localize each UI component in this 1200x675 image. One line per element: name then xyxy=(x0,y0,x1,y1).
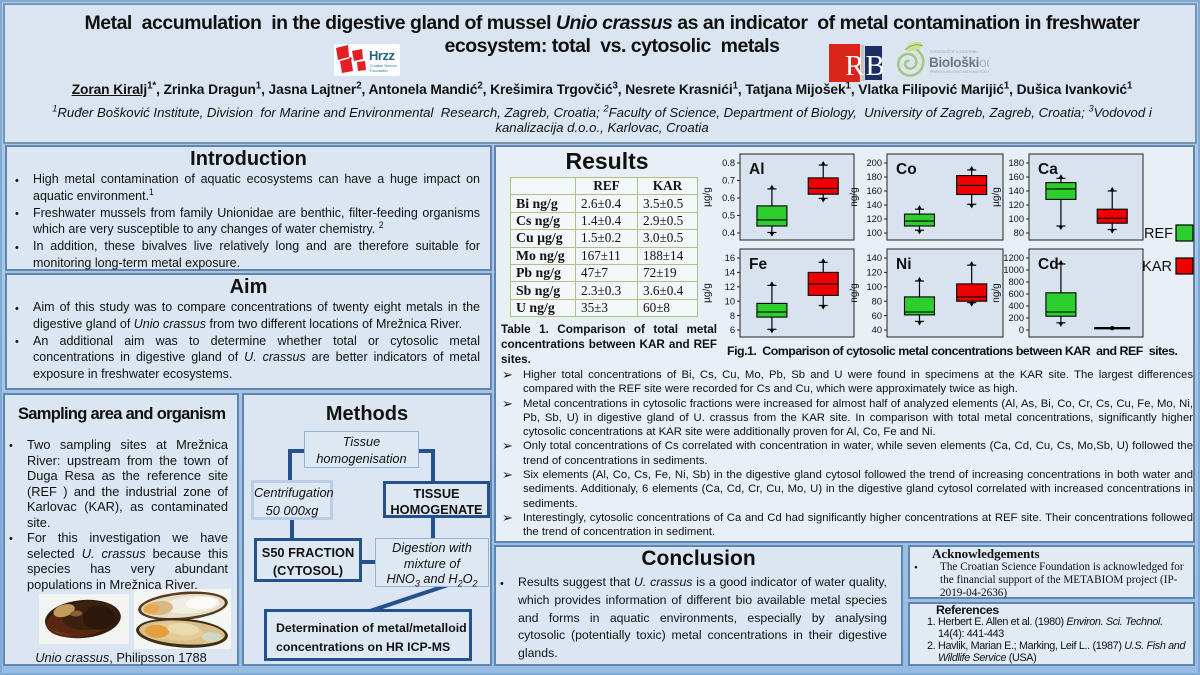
svg-text:120: 120 xyxy=(1008,200,1024,210)
svg-text:10: 10 xyxy=(725,296,735,306)
svg-text:100: 100 xyxy=(866,228,882,238)
svg-text:0.6: 0.6 xyxy=(722,193,735,203)
svg-text:R: R xyxy=(845,50,865,82)
svg-text:B: B xyxy=(866,50,884,82)
svg-text:0.8: 0.8 xyxy=(722,158,735,168)
svg-text:Foundation: Foundation xyxy=(370,69,388,73)
svg-text:µg/g: µg/g xyxy=(991,187,1002,207)
svg-text:0.7: 0.7 xyxy=(722,176,735,186)
svg-text:160: 160 xyxy=(1008,172,1024,182)
svg-text:400: 400 xyxy=(1008,301,1024,311)
svg-text:80: 80 xyxy=(1014,228,1024,238)
svg-text:KAR: KAR xyxy=(1142,259,1172,275)
svg-text:Cd: Cd xyxy=(1038,256,1059,273)
svg-text:120: 120 xyxy=(866,268,882,278)
svg-text:SVEUČILIŠTE U ZAGREBU: SVEUČILIŠTE U ZAGREBU xyxy=(930,49,978,54)
svg-text:12: 12 xyxy=(725,282,735,292)
svg-text:Al: Al xyxy=(749,161,765,178)
svg-text:Co: Co xyxy=(896,161,917,178)
svg-text:REF: REF xyxy=(1144,226,1173,242)
svg-text:180: 180 xyxy=(1008,158,1024,168)
svg-text:800: 800 xyxy=(1008,277,1024,287)
svg-text:6: 6 xyxy=(730,325,735,335)
svg-text:ng/g: ng/g xyxy=(849,283,860,302)
svg-text:160: 160 xyxy=(866,186,882,196)
svg-text:0.5: 0.5 xyxy=(722,211,735,221)
svg-text:80: 80 xyxy=(872,296,882,306)
svg-text:14: 14 xyxy=(725,268,735,278)
svg-text:140: 140 xyxy=(866,253,882,263)
svg-text:Biološkiodsjek: Biološkiodsjek xyxy=(929,55,989,70)
svg-text:Hrzz: Hrzz xyxy=(369,48,395,63)
svg-text:600: 600 xyxy=(1008,289,1024,299)
svg-text:40: 40 xyxy=(872,325,882,335)
svg-text:Croatian Science: Croatian Science xyxy=(370,64,397,68)
svg-text:200: 200 xyxy=(866,158,882,168)
svg-text:Ca: Ca xyxy=(1038,161,1058,178)
svg-text:60: 60 xyxy=(872,311,882,321)
svg-text:ng/g: ng/g xyxy=(849,187,860,206)
svg-text:PRIRODOSLOVNO-MATEMATIČKI FAKU: PRIRODOSLOVNO-MATEMATIČKI FAKULTET xyxy=(930,69,989,74)
svg-text:120: 120 xyxy=(866,214,882,224)
svg-text:100: 100 xyxy=(1008,214,1024,224)
svg-text:ng/g: ng/g xyxy=(991,283,1002,302)
svg-text:µg/g: µg/g xyxy=(702,187,713,207)
svg-text:200: 200 xyxy=(1008,313,1024,323)
svg-text:16: 16 xyxy=(725,253,735,263)
svg-text:8: 8 xyxy=(730,311,735,321)
svg-text:Ni: Ni xyxy=(896,256,912,273)
svg-text:µg/g: µg/g xyxy=(702,283,713,303)
svg-text:1000: 1000 xyxy=(1003,265,1024,275)
svg-text:1200: 1200 xyxy=(1003,253,1024,263)
svg-text:140: 140 xyxy=(1008,186,1024,196)
svg-text:0.4: 0.4 xyxy=(722,228,735,238)
svg-text:Fe: Fe xyxy=(749,256,767,273)
svg-text:180: 180 xyxy=(866,172,882,182)
svg-text:100: 100 xyxy=(866,282,882,292)
svg-text:140: 140 xyxy=(866,200,882,210)
svg-text:0: 0 xyxy=(1019,325,1024,335)
